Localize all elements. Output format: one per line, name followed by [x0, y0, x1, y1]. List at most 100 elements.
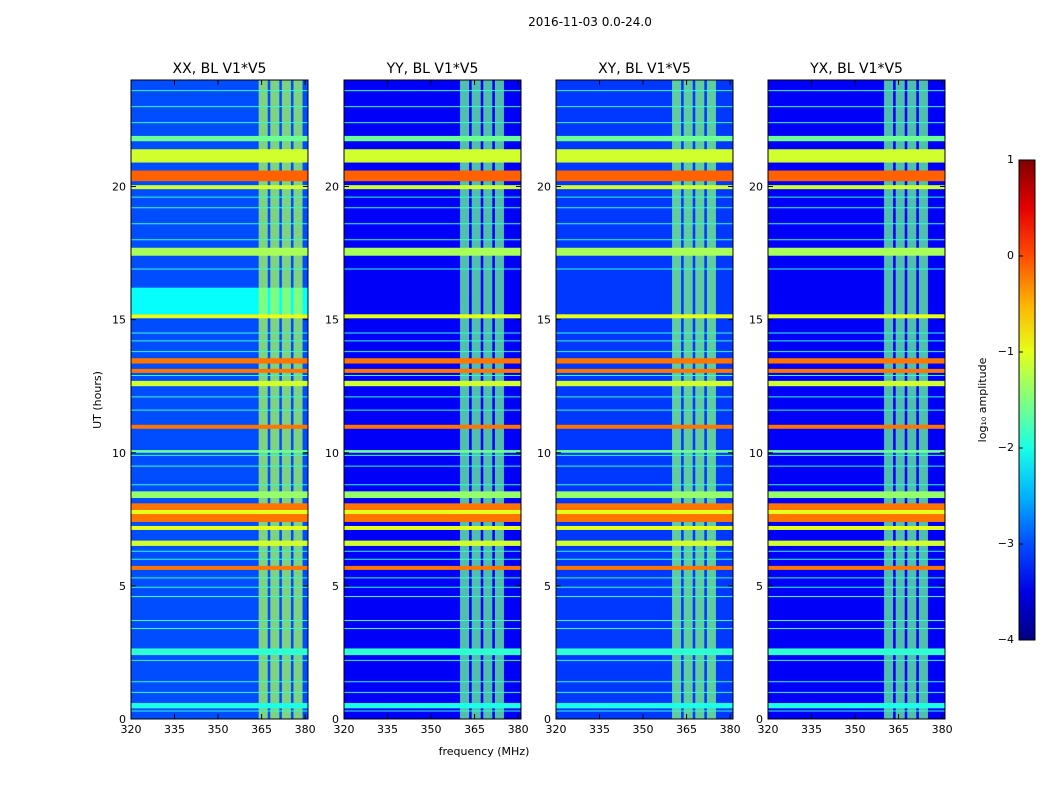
time-band — [768, 380, 945, 387]
time-band — [344, 380, 521, 387]
x-tick-label: 365 — [888, 723, 909, 736]
panel-2: YY, BL V1*V5 320 335 350 365 380 0 5 10 15 20 — [325, 61, 529, 736]
time-band — [131, 247, 308, 256]
time-band — [556, 525, 733, 530]
panel-frame — [767, 79, 946, 720]
time-band — [344, 170, 521, 182]
y-tick-label: 15 — [749, 314, 763, 327]
y-tick-label: 5 — [544, 580, 551, 593]
rfi-column — [706, 80, 716, 719]
figure-title: 2016-11-03 0.0-24.0 — [528, 15, 652, 29]
panel-heatmap — [768, 80, 945, 719]
time-band — [131, 703, 308, 709]
time-band — [344, 565, 521, 570]
time-band — [768, 185, 945, 190]
rfi-column — [672, 80, 682, 719]
time-band — [556, 565, 733, 570]
time-band — [556, 380, 733, 387]
time-band — [344, 314, 521, 319]
colorbar-tick-label: −4 — [998, 633, 1014, 646]
time-band — [768, 491, 945, 499]
x-tick-label: 350 — [845, 723, 866, 736]
time-band — [768, 503, 945, 510]
time-band — [344, 513, 521, 522]
time-band — [344, 368, 521, 373]
rfi-column — [918, 80, 928, 719]
time-band — [768, 565, 945, 570]
colorbar: 1 0 −1 −2 −3 −4 — [998, 153, 1036, 646]
time-band — [131, 149, 308, 163]
x-tick-label: 365 — [464, 723, 485, 736]
panel-3: XY, BL V1*V5 320 335 350 365 380 0 5 10 15 20 — [537, 61, 741, 736]
time-band — [556, 703, 733, 709]
time-band — [768, 450, 945, 453]
panel-frame — [555, 79, 734, 720]
time-band — [556, 358, 733, 364]
time-band — [768, 314, 945, 319]
rfi-column — [683, 80, 693, 719]
panel-title: YX, BL V1*V5 — [809, 61, 903, 77]
time-band — [131, 648, 308, 656]
y-tick-label: 5 — [332, 580, 339, 593]
time-band — [344, 185, 521, 190]
time-band — [131, 503, 308, 510]
time-band — [131, 380, 308, 387]
colorbar-label: log₁₀ amplitude — [976, 357, 989, 442]
y-tick-label: 20 — [749, 181, 763, 194]
time-band — [556, 648, 733, 656]
time-band — [344, 135, 521, 142]
rfi-column — [281, 80, 291, 719]
y-tick-label: 10 — [537, 447, 551, 460]
time-band — [556, 540, 733, 546]
rfi-column — [471, 80, 481, 719]
time-band — [556, 314, 733, 319]
panel-title: XY, BL V1*V5 — [598, 61, 691, 77]
time-band — [344, 648, 521, 656]
time-band — [344, 509, 521, 514]
x-tick-label: 380 — [508, 723, 529, 736]
enhanced-period — [131, 287, 308, 315]
time-band — [344, 703, 521, 709]
time-band — [344, 450, 521, 453]
time-band — [556, 424, 733, 429]
panel-heatmap — [131, 80, 308, 719]
time-band — [556, 491, 733, 499]
panel-1: XX, BL V1*V5 320 335 350 365 380 0 5 10 15 20 — [112, 61, 316, 736]
time-band — [768, 170, 945, 182]
x-tick-label: 350 — [208, 723, 229, 736]
x-tick-label: 350 — [633, 723, 654, 736]
y-tick-label: 20 — [112, 181, 126, 194]
y-tick-label: 0 — [756, 713, 763, 726]
time-band — [344, 540, 521, 546]
y-tick-label: 20 — [325, 181, 339, 194]
x-tick-label: 335 — [164, 723, 185, 736]
y-tick-label: 20 — [537, 181, 551, 194]
time-band — [344, 358, 521, 364]
rfi-column — [895, 80, 905, 719]
time-band — [768, 135, 945, 142]
time-band — [131, 358, 308, 364]
panel-frame — [130, 79, 309, 720]
time-band — [768, 368, 945, 373]
panel-title: XX, BL V1*V5 — [173, 61, 267, 77]
x-tick-label: 350 — [421, 723, 442, 736]
time-band — [131, 513, 308, 522]
colorbar-tick-label: 1 — [1007, 153, 1014, 166]
time-band — [556, 509, 733, 514]
colorbar-tick-label: 0 — [1007, 249, 1014, 262]
time-band — [344, 525, 521, 530]
time-band — [344, 247, 521, 256]
time-band — [556, 247, 733, 256]
time-band — [344, 491, 521, 499]
y-tick-label: 15 — [325, 314, 339, 327]
time-band — [131, 565, 308, 570]
time-band — [556, 368, 733, 373]
y-tick-label: 15 — [112, 314, 126, 327]
time-band — [556, 135, 733, 142]
rfi-column — [270, 80, 280, 719]
y-tick-label: 0 — [544, 713, 551, 726]
y-tick-label: 15 — [537, 314, 551, 327]
time-band — [768, 703, 945, 709]
